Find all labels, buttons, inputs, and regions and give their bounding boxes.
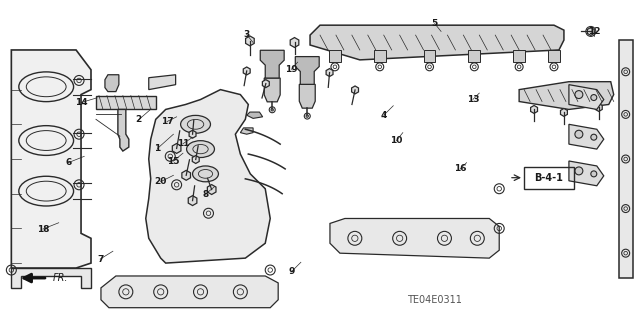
Polygon shape bbox=[569, 85, 604, 109]
Polygon shape bbox=[260, 50, 284, 78]
Text: 10: 10 bbox=[390, 136, 403, 145]
Polygon shape bbox=[290, 38, 299, 48]
Polygon shape bbox=[310, 25, 564, 60]
Text: B-4-1: B-4-1 bbox=[534, 173, 563, 183]
Ellipse shape bbox=[180, 115, 211, 133]
Polygon shape bbox=[262, 80, 269, 88]
Polygon shape bbox=[188, 196, 197, 205]
Polygon shape bbox=[207, 185, 216, 195]
Text: 3: 3 bbox=[244, 30, 250, 39]
Text: FR.: FR. bbox=[52, 273, 68, 283]
Polygon shape bbox=[264, 78, 280, 102]
Polygon shape bbox=[246, 112, 262, 118]
Polygon shape bbox=[12, 50, 91, 268]
Polygon shape bbox=[326, 69, 333, 77]
Text: 19: 19 bbox=[285, 65, 298, 74]
Bar bbox=[524, 167, 573, 189]
Circle shape bbox=[591, 171, 596, 177]
Circle shape bbox=[575, 167, 583, 175]
Polygon shape bbox=[172, 144, 181, 153]
Polygon shape bbox=[241, 128, 253, 134]
Circle shape bbox=[575, 130, 583, 138]
Bar bbox=[374, 50, 386, 62]
Text: 14: 14 bbox=[75, 98, 87, 107]
Polygon shape bbox=[561, 108, 568, 116]
Bar bbox=[513, 50, 525, 62]
Text: 6: 6 bbox=[65, 158, 72, 167]
Polygon shape bbox=[295, 56, 319, 84]
Text: 18: 18 bbox=[36, 225, 49, 234]
Polygon shape bbox=[569, 124, 604, 149]
Polygon shape bbox=[300, 84, 316, 108]
Bar bbox=[619, 40, 632, 278]
Text: 7: 7 bbox=[97, 255, 103, 263]
Text: 13: 13 bbox=[467, 95, 479, 104]
Polygon shape bbox=[189, 130, 196, 138]
Polygon shape bbox=[351, 86, 358, 94]
Polygon shape bbox=[148, 75, 175, 90]
Text: TE04E0311: TE04E0311 bbox=[407, 295, 462, 305]
Polygon shape bbox=[192, 156, 199, 163]
Polygon shape bbox=[519, 82, 614, 109]
Polygon shape bbox=[595, 103, 602, 111]
Text: 15: 15 bbox=[167, 157, 180, 166]
Text: 2: 2 bbox=[135, 115, 141, 124]
Circle shape bbox=[591, 134, 596, 140]
Polygon shape bbox=[531, 106, 538, 114]
Polygon shape bbox=[101, 276, 278, 308]
Text: 1: 1 bbox=[154, 144, 161, 153]
Polygon shape bbox=[588, 27, 595, 35]
Text: 4: 4 bbox=[381, 111, 387, 120]
Text: 5: 5 bbox=[431, 19, 438, 28]
Text: 8: 8 bbox=[202, 190, 209, 199]
Text: 16: 16 bbox=[454, 165, 467, 174]
Text: 20: 20 bbox=[154, 177, 167, 186]
Bar bbox=[96, 96, 156, 109]
Polygon shape bbox=[105, 75, 119, 92]
Text: 17: 17 bbox=[161, 117, 173, 126]
Polygon shape bbox=[12, 268, 91, 288]
Polygon shape bbox=[330, 219, 499, 258]
Circle shape bbox=[575, 91, 583, 99]
Text: 9: 9 bbox=[288, 267, 294, 276]
Polygon shape bbox=[569, 161, 604, 186]
Polygon shape bbox=[146, 90, 270, 263]
Bar bbox=[468, 50, 480, 62]
Ellipse shape bbox=[187, 141, 214, 158]
Polygon shape bbox=[118, 109, 129, 151]
Circle shape bbox=[591, 94, 596, 100]
Bar bbox=[548, 50, 560, 62]
Bar bbox=[424, 50, 435, 62]
Bar bbox=[329, 50, 341, 62]
Text: 12: 12 bbox=[588, 27, 600, 36]
Text: 11: 11 bbox=[177, 139, 189, 148]
Polygon shape bbox=[246, 36, 254, 46]
Polygon shape bbox=[243, 67, 250, 75]
Ellipse shape bbox=[193, 166, 218, 182]
Polygon shape bbox=[182, 170, 191, 180]
